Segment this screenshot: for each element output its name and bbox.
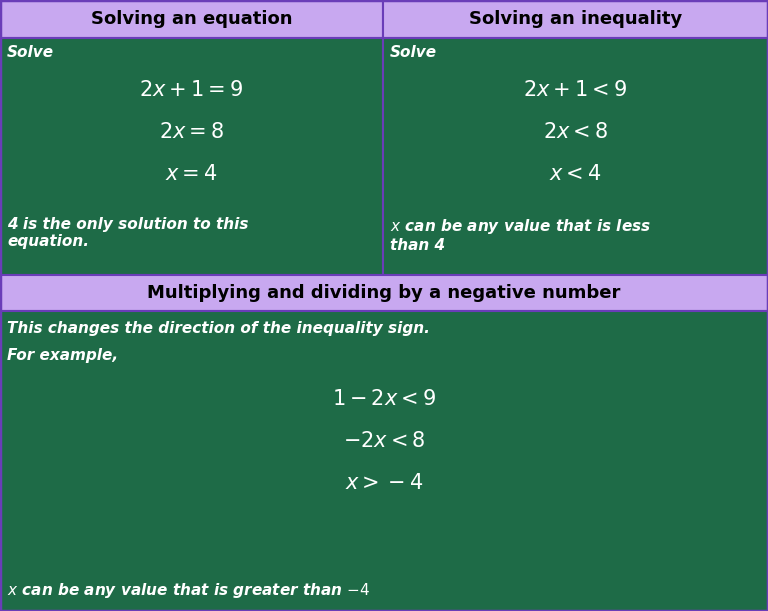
Bar [0, 275, 768, 311]
Bar [383, 38, 768, 275]
Text: Multiplying and dividing by a negative number: Multiplying and dividing by a negative n… [147, 284, 621, 302]
Text: For example,: For example, [7, 348, 118, 363]
Bar [0, 0, 383, 38]
Text: $x > -4$: $x > -4$ [345, 473, 423, 493]
Bar [0, 311, 768, 611]
Text: This changes the direction of the inequality sign.: This changes the direction of the inequa… [7, 321, 430, 336]
Text: $x$ can be any value that is less
than 4: $x$ can be any value that is less than 4 [390, 217, 651, 254]
Text: $2x = 8$: $2x = 8$ [159, 122, 224, 142]
Text: $x = 4$: $x = 4$ [165, 164, 218, 184]
Text: $1 - 2x < 9$: $1 - 2x < 9$ [332, 389, 436, 409]
Text: Solve: Solve [7, 45, 54, 60]
Text: $-2x < 8$: $-2x < 8$ [343, 431, 425, 451]
Bar [383, 0, 768, 38]
Text: 4 is the only solution to this
equation.: 4 is the only solution to this equation. [7, 217, 249, 249]
Text: $x$ can be any value that is greater than $-4$: $x$ can be any value that is greater tha… [7, 581, 370, 600]
Text: Solving an equation: Solving an equation [91, 10, 293, 28]
Bar [0, 38, 383, 275]
Text: $2x < 8$: $2x < 8$ [543, 122, 608, 142]
Text: $x < 4$: $x < 4$ [549, 164, 602, 184]
Text: $2x + 1 = 9$: $2x + 1 = 9$ [140, 80, 243, 100]
Text: $2x + 1 < 9$: $2x + 1 < 9$ [524, 80, 627, 100]
Text: Solve: Solve [390, 45, 437, 60]
Text: Solving an inequality: Solving an inequality [469, 10, 682, 28]
